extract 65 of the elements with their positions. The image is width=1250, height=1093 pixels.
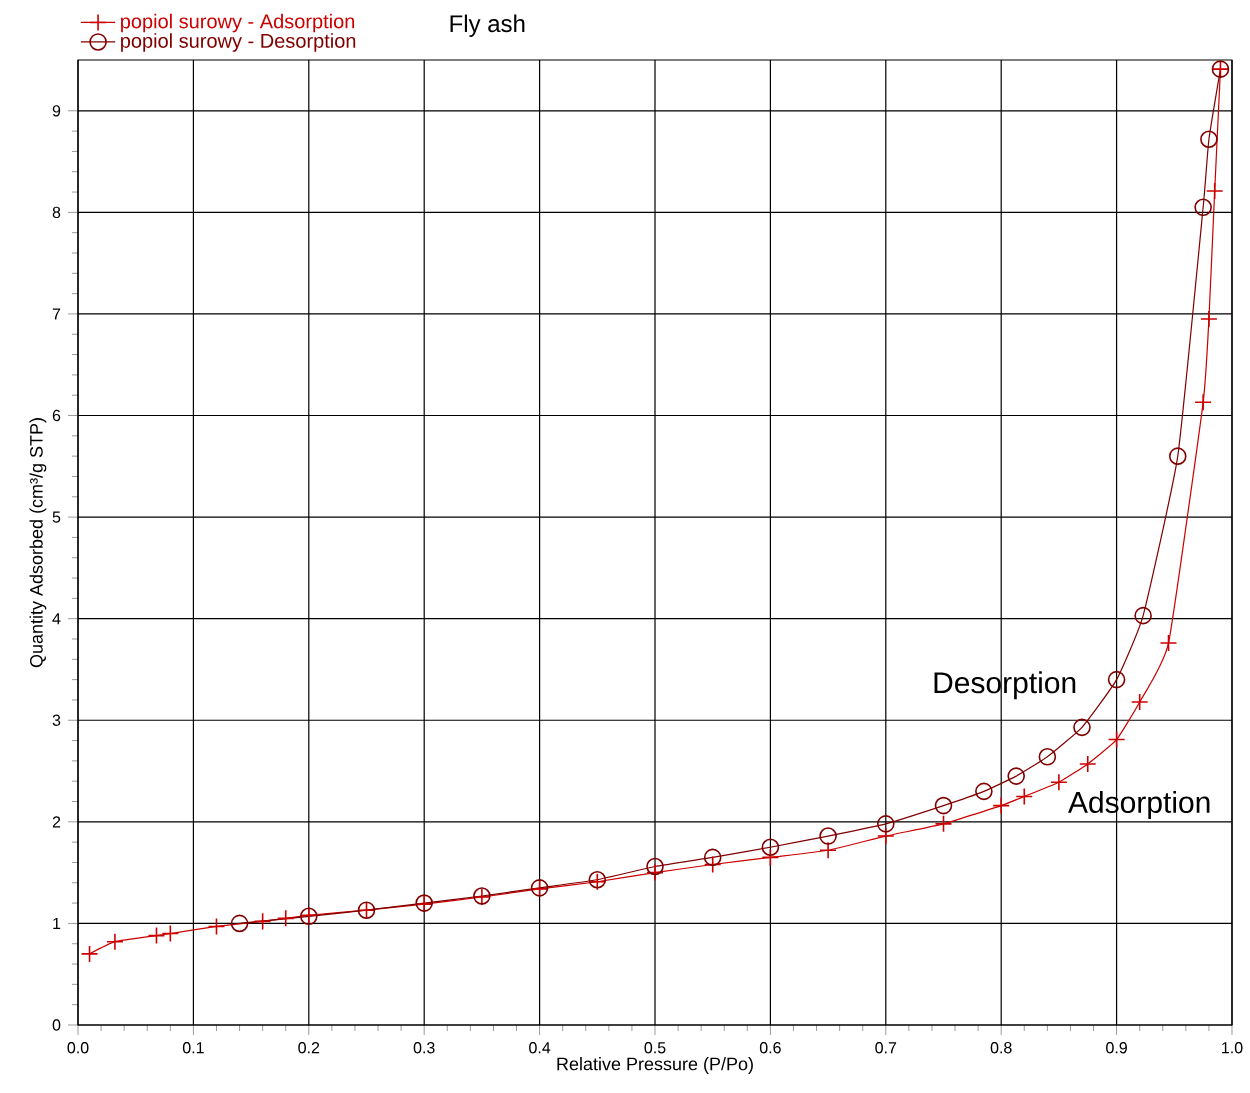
point <box>1038 748 1057 766</box>
point <box>1194 393 1212 412</box>
point <box>1107 730 1126 749</box>
y-tick-label: 9 <box>52 105 61 117</box>
y-tick-label: 0 <box>52 1019 61 1031</box>
point <box>253 912 272 931</box>
x-tick-label: 0.3 <box>413 1042 435 1054</box>
point <box>276 909 295 928</box>
point <box>161 924 180 943</box>
point <box>646 863 664 882</box>
point <box>1130 693 1149 711</box>
point <box>207 917 226 936</box>
point <box>1107 670 1126 689</box>
point <box>992 796 1010 815</box>
x-tick-label: 0.6 <box>759 1042 781 1054</box>
point <box>877 815 895 833</box>
point <box>761 848 780 867</box>
point <box>1200 130 1218 149</box>
x-tick-label: 0.4 <box>529 1042 551 1054</box>
y-tick-label: 5 <box>52 511 61 523</box>
y-tick-label: 4 <box>52 613 61 625</box>
point <box>230 914 249 933</box>
x-tick-label: 1.0 <box>1222 1042 1243 1054</box>
x-tick-label: 0.9 <box>1106 1042 1127 1054</box>
y-axis-title: Quantity Adsorbed (cm³/g STP) <box>29 418 47 668</box>
y-tick-label: 2 <box>52 816 61 828</box>
y-tick-label: 6 <box>52 409 61 422</box>
legend-label: popiol surowy - Desorption <box>121 33 356 52</box>
point <box>1073 718 1091 737</box>
point <box>819 841 837 860</box>
point <box>1168 447 1187 465</box>
y-tick-label: 7 <box>52 308 61 320</box>
point <box>761 838 780 857</box>
x-tick-label: 0.0 <box>67 1042 89 1054</box>
point <box>877 827 895 845</box>
point <box>703 855 722 874</box>
point <box>1194 198 1212 217</box>
point <box>80 945 99 963</box>
point <box>1159 634 1178 652</box>
y-tick-label: 1 <box>53 917 61 929</box>
point <box>1134 606 1152 625</box>
x-axis-title: Relative Pressure (P/Po) <box>557 1057 753 1074</box>
y-tick-label: 3 <box>52 714 61 726</box>
point <box>646 857 664 876</box>
point <box>1200 310 1218 328</box>
point <box>934 815 953 833</box>
x-tick-label: 0.7 <box>875 1042 897 1054</box>
point <box>975 782 993 801</box>
point <box>1078 755 1097 773</box>
legend-label: popiol surowy - Adsorption <box>121 13 355 33</box>
point <box>703 848 722 867</box>
point <box>819 827 837 845</box>
point <box>1007 767 1025 785</box>
point <box>106 932 124 951</box>
point <box>934 796 953 815</box>
x-tick-label: 0.1 <box>182 1042 204 1054</box>
x-tick-label: 0.5 <box>644 1042 666 1054</box>
x-tick-label: 0.8 <box>990 1042 1012 1054</box>
chart-title: Fly ash <box>450 14 525 37</box>
x-tick-label: 0.2 <box>298 1042 320 1054</box>
point <box>147 926 166 945</box>
point <box>1050 773 1068 792</box>
y-tick-label: 8 <box>52 206 61 219</box>
point <box>1015 787 1034 806</box>
point <box>1205 182 1224 200</box>
